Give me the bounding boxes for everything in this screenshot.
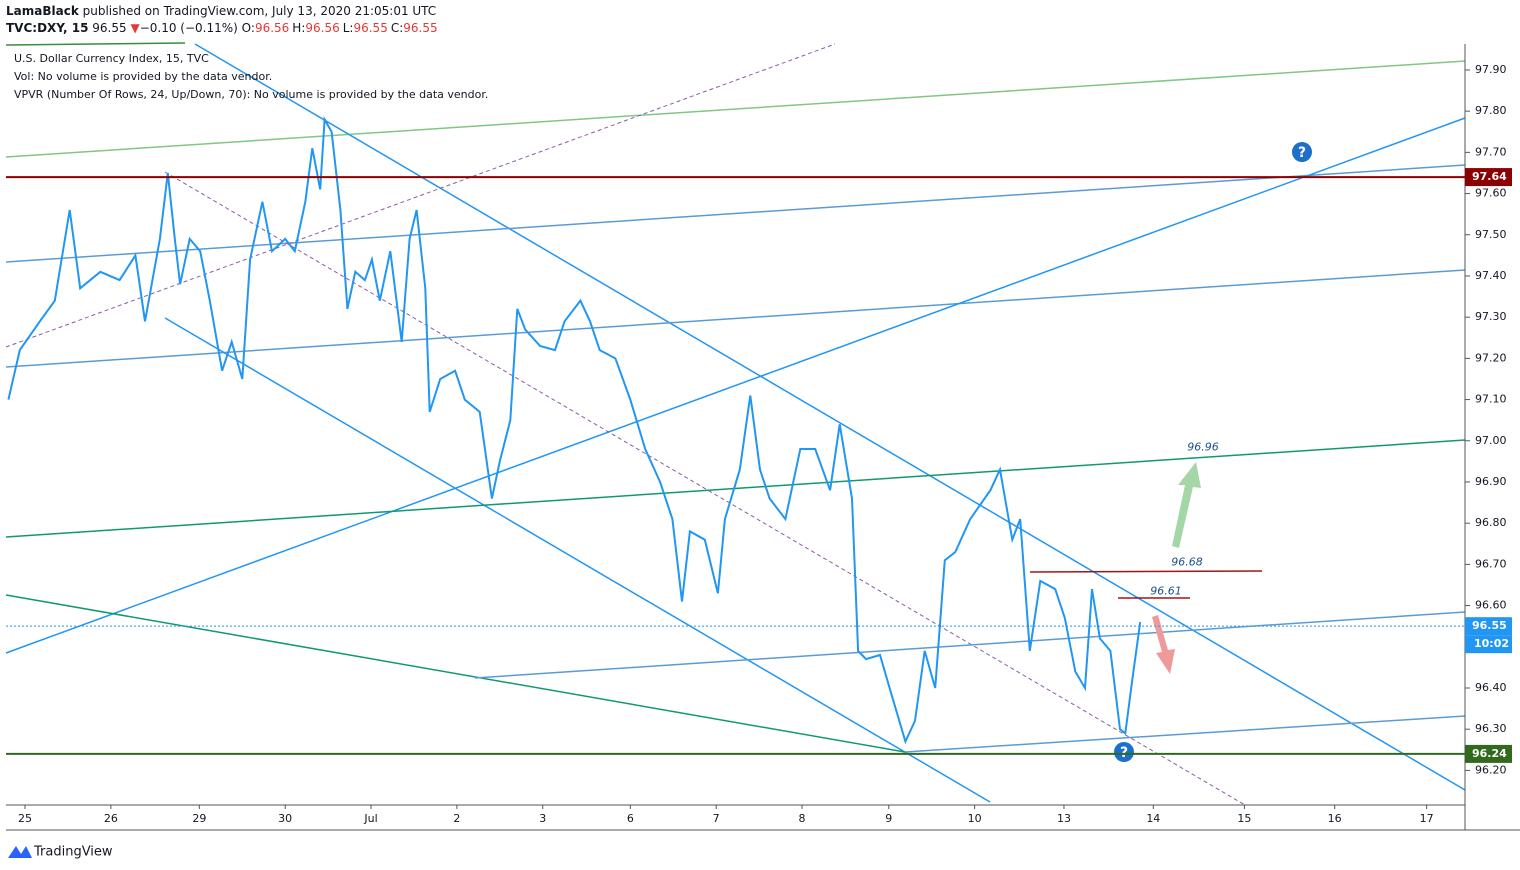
y-tick-label: 96.70 bbox=[1475, 557, 1507, 570]
ohlc-value: 96.55 bbox=[403, 21, 438, 35]
level-label: 96.96 bbox=[1187, 440, 1219, 453]
trendline bbox=[5, 60, 1466, 158]
ohlc-value: 96.56 bbox=[305, 21, 340, 35]
y-tick-label: 97.60 bbox=[1475, 187, 1507, 200]
price-tag-label: 96.55 bbox=[1472, 619, 1507, 632]
price-tag-label: 97.64 bbox=[1472, 170, 1507, 183]
ohlc-value: 96.55 bbox=[353, 21, 388, 35]
trendline bbox=[5, 42, 186, 46]
legend-line: VPVR (Number Of Rows, 24, Up/Down, 70): … bbox=[14, 88, 488, 101]
y-tick-label: 97.00 bbox=[1475, 434, 1507, 447]
x-tick-label: 17 bbox=[1420, 812, 1434, 825]
y-tick-label: 96.20 bbox=[1475, 763, 1507, 776]
x-tick-label: 6 bbox=[627, 812, 634, 825]
y-tick-label: 96.30 bbox=[1475, 722, 1507, 735]
countdown: 10:02 bbox=[1474, 637, 1509, 650]
price-tag bbox=[1465, 744, 1512, 763]
x-tick-label: Jul bbox=[363, 812, 377, 825]
countdown-tag bbox=[1465, 635, 1512, 654]
x-tick-label: 7 bbox=[713, 812, 720, 825]
ohlc-label: L: bbox=[342, 21, 354, 35]
x-tick-label: 10 bbox=[968, 812, 982, 825]
x-tick-label: 26 bbox=[104, 812, 118, 825]
y-tick-label: 97.90 bbox=[1475, 63, 1507, 76]
y-tick-label: 96.90 bbox=[1475, 475, 1507, 488]
trendline bbox=[194, 43, 1466, 791]
change: −0.10 (−0.11%) bbox=[139, 21, 238, 35]
symbol: TVC:DXY, 15 bbox=[6, 21, 89, 35]
ohlc-label: O: bbox=[241, 21, 255, 35]
y-tick-label: 97.10 bbox=[1475, 393, 1507, 406]
level-line bbox=[1029, 570, 1263, 573]
trendline bbox=[164, 317, 991, 803]
x-tick-label: 3 bbox=[539, 812, 546, 825]
y-tick-label: 97.70 bbox=[1475, 145, 1507, 158]
brand-name: TradingView bbox=[33, 845, 113, 860]
level-label: 96.68 bbox=[1171, 556, 1203, 569]
x-tick-label: 25 bbox=[18, 812, 32, 825]
y-tick-label: 97.20 bbox=[1475, 351, 1507, 364]
arrow: ▼ bbox=[130, 21, 140, 35]
trendline bbox=[5, 439, 1466, 538]
price-line bbox=[7, 115, 1142, 745]
trendline bbox=[474, 611, 1466, 679]
trendline bbox=[5, 164, 1466, 263]
x-tick-label: 29 bbox=[192, 812, 206, 825]
author: LamaBlack bbox=[6, 4, 79, 18]
price-tag bbox=[1465, 168, 1512, 187]
published: published on TradingView.com, July 13, 2… bbox=[82, 4, 437, 18]
x-tick-label: 9 bbox=[885, 812, 892, 825]
down-arrow bbox=[1152, 615, 1175, 674]
ohlc-label: C: bbox=[390, 21, 404, 35]
x-tick-label: 13 bbox=[1057, 812, 1071, 825]
ohlc-value: 96.56 bbox=[254, 21, 290, 35]
y-tick-label: 97.80 bbox=[1475, 104, 1507, 117]
y-tick-label: 97.40 bbox=[1475, 269, 1507, 282]
y-tick-label: 96.80 bbox=[1475, 516, 1507, 529]
x-tick-label: 14 bbox=[1146, 812, 1160, 825]
price-tag bbox=[1465, 617, 1512, 636]
y-tick-label: 97.50 bbox=[1475, 228, 1507, 241]
x-tick-label: 2 bbox=[453, 812, 460, 825]
up-arrow bbox=[1172, 462, 1201, 548]
legend-title: U.S. Dollar Currency Index, 15, TVC bbox=[14, 52, 209, 65]
price-tag-label: 96.24 bbox=[1472, 747, 1507, 760]
price: 96.55 bbox=[92, 21, 127, 35]
ohlc-label: H: bbox=[292, 21, 306, 35]
trendline bbox=[5, 43, 836, 348]
y-tick-label: 96.60 bbox=[1475, 599, 1507, 612]
x-tick-label: 16 bbox=[1328, 812, 1342, 825]
publish-line: LamaBlack published on TradingView.com, … bbox=[6, 4, 436, 18]
symbol-line: TVC:DXY, 15 96.55 ▼−0.10 (−0.11%) O:96.5… bbox=[6, 21, 441, 35]
trendline bbox=[904, 715, 1466, 753]
x-tick-label: 30 bbox=[278, 812, 292, 825]
idea-icon: ? bbox=[1114, 742, 1134, 762]
x-tick-label: 15 bbox=[1237, 812, 1251, 825]
svg-text:?: ? bbox=[1298, 145, 1306, 161]
x-tick-label: 8 bbox=[799, 812, 806, 825]
level-label: 96.61 bbox=[1150, 584, 1182, 597]
trendline bbox=[5, 117, 1466, 654]
idea-icon: ? bbox=[1292, 142, 1312, 162]
ohlc: O:96.56 H:96.56 L:96.55 C:96.55 bbox=[242, 21, 441, 35]
trendline bbox=[5, 594, 906, 753]
legend-line: Vol: No volume is provided by the data v… bbox=[14, 70, 272, 83]
y-tick-label: 96.40 bbox=[1475, 681, 1507, 694]
trendline bbox=[5, 269, 1466, 368]
brand: TradingView bbox=[8, 845, 113, 860]
drawings bbox=[5, 42, 1466, 806]
trendline bbox=[164, 171, 1246, 806]
y-tick-label: 97.30 bbox=[1475, 310, 1507, 323]
